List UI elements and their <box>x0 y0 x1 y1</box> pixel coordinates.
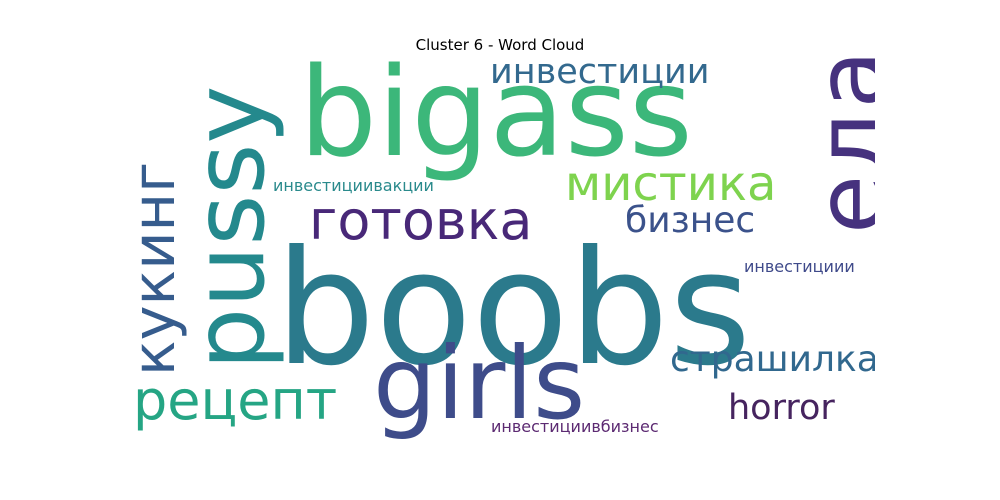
word-eda: еда <box>795 58 875 234</box>
word-investicii: инвестиции <box>490 58 710 92</box>
word-bigass: bigass <box>299 58 693 185</box>
word-recept: рецепт <box>133 369 338 432</box>
word-horror: horror <box>728 388 835 428</box>
word-investiciii: инвестициии <box>744 257 855 276</box>
word-boobs: boobs <box>275 217 752 401</box>
word-investiciivakcii: инвестициивакции <box>273 176 434 195</box>
word-cloud: bigass инвестиции мистика инвестициивакц… <box>125 58 875 443</box>
word-biznes: бизнес <box>625 200 756 241</box>
word-gotovka: готовка <box>309 189 533 252</box>
word-mistika: мистика <box>565 156 777 212</box>
word-girls: girls <box>373 325 586 442</box>
word-pussy: pussy <box>173 85 287 370</box>
word-kuking: кукинг <box>125 161 188 376</box>
chart-title: Cluster 6 - Word Cloud <box>415 36 585 54</box>
word-strashilka: страшилка <box>670 339 875 380</box>
word-investiciivbiznes: инвестициивбизнес <box>491 417 659 436</box>
